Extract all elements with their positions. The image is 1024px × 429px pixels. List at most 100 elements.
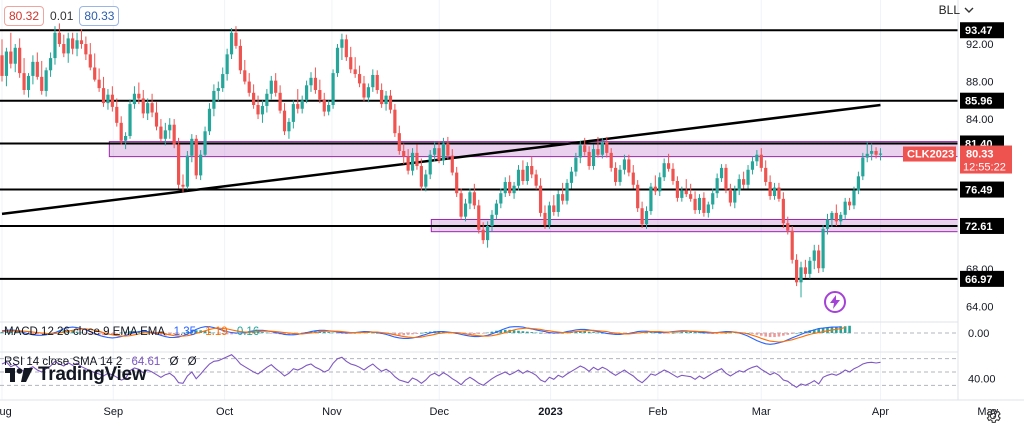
- candle-body-95: [419, 166, 423, 187]
- candle-body-44: [194, 138, 198, 176]
- macd-hist-bar-108: [477, 333, 481, 334]
- candle-body-185: [817, 250, 821, 269]
- macd-hist-bar-19: [84, 333, 88, 334]
- tradingview-logo[interactable]: TradingView: [4, 364, 147, 386]
- macd-hist-bar-0: [0, 332, 4, 333]
- macd-signal-line: [1, 327, 846, 343]
- currency-selector[interactable]: BLL: [939, 3, 974, 17]
- candle-body-21: [93, 67, 97, 80]
- candle-body-67: [296, 104, 300, 109]
- candle-body-115: [508, 181, 512, 194]
- candle-body-84: [371, 74, 375, 88]
- macd-hist-bar-20: [88, 333, 92, 335]
- macd-legend[interactable]: MACD 12 26 close 9 EMA EMA 1.35 1.19 0.1…: [4, 326, 259, 338]
- candle-body-127: [561, 194, 565, 201]
- candle-body-169: [746, 169, 750, 185]
- candle-body-160: [706, 204, 710, 213]
- bid-price[interactable]: 80.32: [4, 6, 45, 26]
- candle-body-56: [247, 81, 251, 93]
- candle-body-146: [644, 211, 649, 225]
- y-tick-label-4: 64.00: [966, 302, 994, 314]
- macd-hist-bar-134: [592, 332, 595, 333]
- macd-hist-bar-17: [75, 331, 79, 333]
- macd-hist-bar-22: [97, 333, 101, 336]
- candle-body-107: [472, 192, 476, 206]
- macd-hist-bar-90: [398, 333, 401, 336]
- macd-hist-bar-106: [468, 333, 472, 335]
- macd-hist-bar-176: [777, 333, 781, 337]
- candle-body-31: [137, 93, 141, 99]
- candle-body-165: [728, 189, 732, 203]
- candle-body-25: [110, 94, 114, 107]
- macd-hist-bar-2: [9, 331, 13, 333]
- macd-hist-bar-44: [194, 330, 198, 333]
- candle-body-150: [662, 163, 666, 178]
- macd-hist-bar-41: [181, 332, 185, 334]
- macd-hist-bar-27: [119, 332, 123, 334]
- macd-hist-bar-33: [146, 333, 149, 334]
- macd-hist-bar-70: [309, 331, 313, 333]
- candle-body-96: [424, 174, 428, 187]
- candle-body-17: [75, 40, 79, 49]
- y-tick-label-1: 88.00: [966, 77, 994, 89]
- rsi-axis-label: 40.00: [968, 374, 996, 386]
- candle-body-164: [724, 167, 728, 190]
- candle-body-177: [781, 198, 785, 224]
- candle-body-12: [53, 32, 57, 59]
- candle-body-112: [494, 203, 499, 215]
- candle-body-46: [203, 131, 207, 155]
- macd-hist-bar-132: [583, 331, 587, 333]
- x-tick-label-3: Nov: [322, 406, 342, 418]
- macd-hist-bar-97: [428, 331, 432, 333]
- candle-body-93: [410, 152, 415, 171]
- candle-body-198: [874, 150, 878, 155]
- candle-body-39: [172, 124, 176, 145]
- macd-hist-bar-179: [790, 333, 794, 334]
- candle-body-109: [481, 229, 485, 241]
- rsi-legend[interactable]: RSI 14 close SMA 14 2 64.61 Ø Ø: [4, 356, 197, 368]
- macd-hist-bar-172: [759, 333, 763, 336]
- gear-icon[interactable]: [984, 407, 1002, 425]
- macd-hist-bar-153: [676, 332, 679, 334]
- x-tick-label-1: Sep: [104, 406, 124, 418]
- candle-body-54: [238, 45, 242, 71]
- candle-body-6: [26, 75, 31, 90]
- lightning-alert-icon[interactable]: [824, 291, 846, 313]
- ask-price[interactable]: 80.33: [79, 6, 120, 26]
- candle-body-199: [878, 153, 883, 155]
- macd-signal-value: 1.19: [205, 326, 228, 338]
- candle-body-130: [574, 157, 578, 172]
- macd-hist-value: 0.16: [236, 326, 260, 338]
- candle-body-125: [552, 205, 556, 212]
- candle-body-156: [689, 194, 693, 199]
- candle-body-143: [631, 172, 635, 185]
- candle-body-22: [97, 79, 101, 89]
- y-tick-label-2: 84.00: [966, 114, 994, 126]
- level-tag-1: [960, 92, 1004, 109]
- macd-hist-bar-25: [111, 333, 114, 335]
- macd-hist-bar-3: [13, 331, 17, 333]
- candle-body-61: [269, 80, 273, 94]
- candle-body-19: [84, 44, 88, 55]
- macd-hist-bar-177: [782, 333, 785, 336]
- candle-body-62: [274, 80, 278, 93]
- rsi-label: RSI 14 close SMA 14 2: [4, 356, 123, 368]
- macd-hist-bar-11: [49, 333, 52, 334]
- candle-body-30: [132, 93, 137, 105]
- macd-hist-bar-95: [420, 333, 423, 334]
- macd-hist-bar-40: [177, 333, 180, 334]
- price-axis-panel: [958, 0, 1024, 429]
- candle-body-50: [221, 74, 225, 89]
- candle-body-132: [583, 145, 587, 152]
- candle-body-183: [808, 260, 812, 274]
- macd-hist-bar-58: [256, 331, 260, 333]
- candle-body-5: [22, 73, 26, 90]
- candle-body-119: [525, 166, 529, 182]
- candle-body-88: [388, 95, 393, 110]
- candle-body-58: [256, 105, 260, 115]
- candle-body-193: [852, 190, 856, 206]
- macd-hist-bar-7: [31, 333, 35, 335]
- macd-hist-bar-150: [662, 333, 666, 334]
- rsi-extra-value: Ø: [187, 356, 197, 368]
